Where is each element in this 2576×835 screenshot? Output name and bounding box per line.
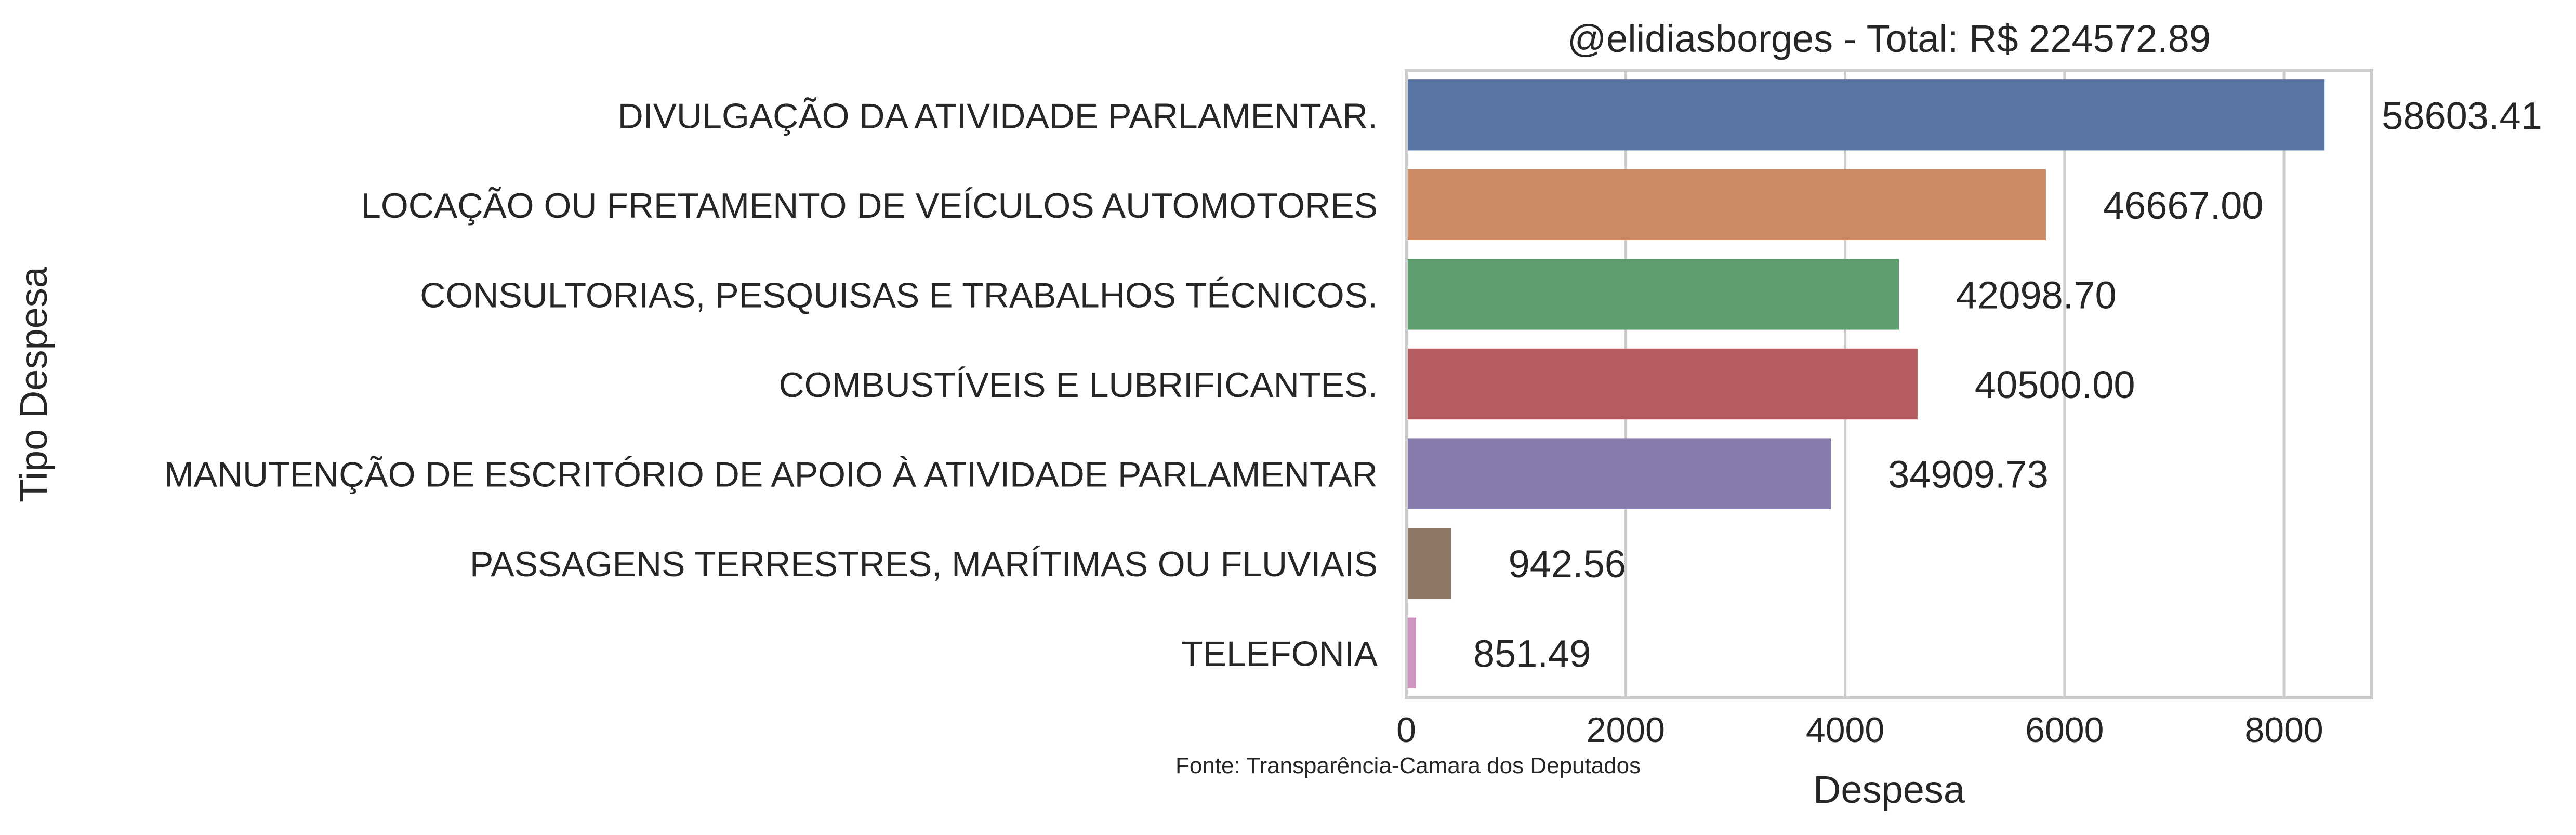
x-tick-label: 0 <box>1396 710 1416 750</box>
x-axis-label: Despesa <box>1813 768 1965 811</box>
category-label: DIVULGAÇÃO DA ATIVIDADE PARLAMENTAR. <box>618 96 1378 136</box>
data-label: 34909.73 <box>1888 453 2049 496</box>
bar <box>1406 259 1899 330</box>
data-label: 46667.00 <box>2103 184 2264 227</box>
bar <box>1406 617 1417 688</box>
chart-title: @elidiasborges - Total: R$ 224572.89 <box>1567 17 2211 60</box>
source-note: Fonte: Transparência-Camara dos Deputado… <box>1175 753 1641 778</box>
x-tick-label: 2000 <box>1587 710 1665 750</box>
plot-frame <box>1405 69 2373 699</box>
x-tick-label: 8000 <box>2244 710 2323 750</box>
category-label: MANUTENÇÃO DE ESCRITÓRIO DE APOIO À ATIV… <box>164 455 1378 495</box>
data-label: 851.49 <box>1473 632 1591 675</box>
bar <box>1406 438 1831 509</box>
bar <box>1406 348 1918 420</box>
label-layer: DIVULGAÇÃO DA ATIVIDADE PARLAMENTAR. 5860… <box>164 94 2542 675</box>
category-label: COMBUSTÍVEIS E LUBRIFICANTES. <box>779 365 1378 405</box>
data-label: 58603.41 <box>2382 94 2542 137</box>
tick-layer: 0 2000 4000 6000 8000 <box>1396 710 2323 750</box>
x-tick-label: 4000 <box>1806 710 1884 750</box>
bar <box>1406 169 2046 241</box>
category-label: LOCAÇÃO OU FRETAMENTO DE VEÍCULOS AUTOMO… <box>361 186 1378 226</box>
category-label: CONSULTORIAS, PESQUISAS E TRABALHOS TÉCN… <box>420 275 1378 315</box>
data-label: 942.56 <box>1509 542 1626 586</box>
data-label: 40500.00 <box>1975 363 2135 406</box>
x-tick-label: 6000 <box>2025 710 2104 750</box>
category-label: TELEFONIA <box>1181 634 1378 674</box>
bar-layer <box>1406 79 2325 688</box>
bar <box>1406 527 1451 599</box>
y-axis-label: Tipo Despesa <box>12 266 55 502</box>
category-label: PASSAGENS TERRESTRES, MARÍTIMAS OU FLUVI… <box>470 545 1378 584</box>
bar <box>1406 79 2325 151</box>
data-label: 42098.70 <box>1956 273 2117 316</box>
